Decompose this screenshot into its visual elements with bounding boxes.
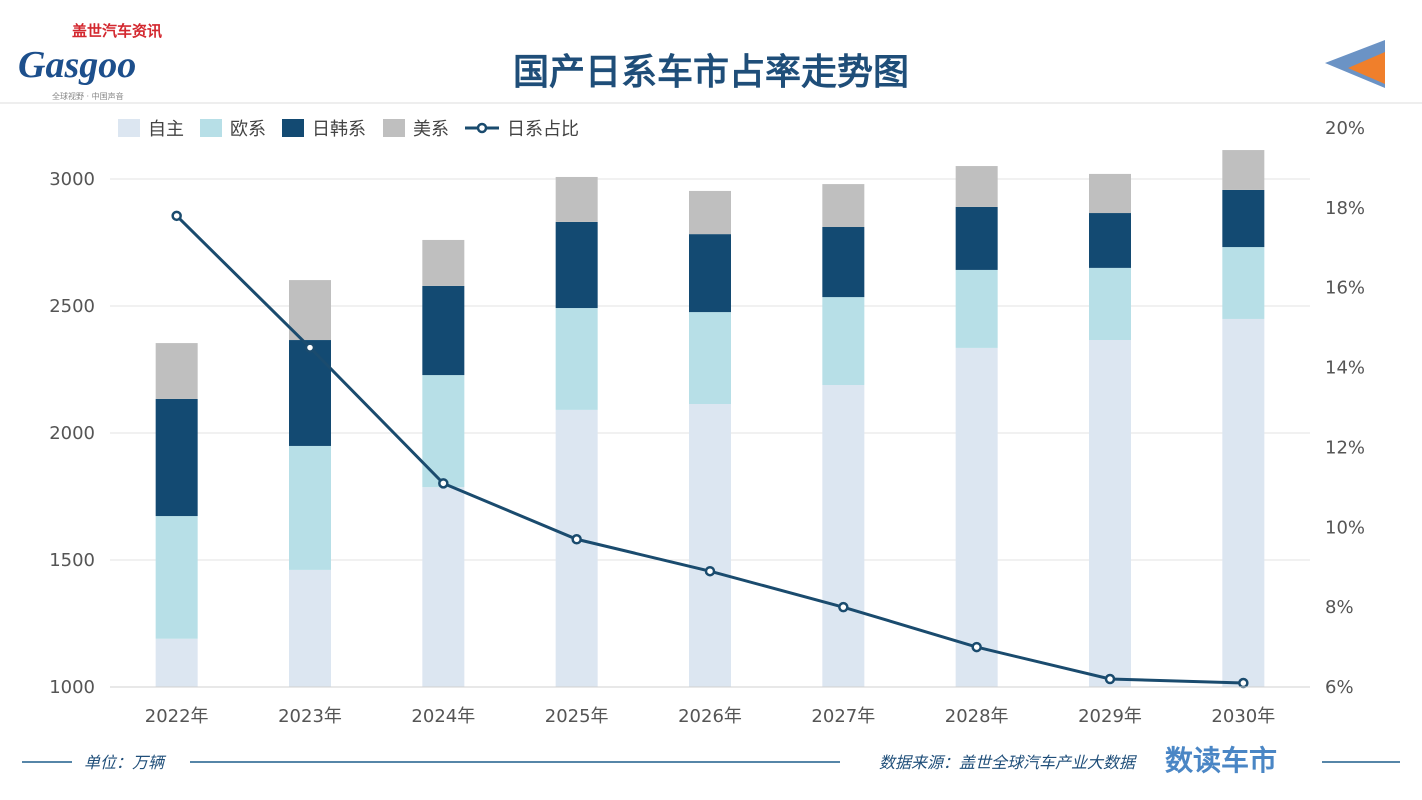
- share-line: [171, 210, 1249, 689]
- bar-美系-2025年: [555, 176, 598, 222]
- bar-自主-2023年: [289, 569, 331, 687]
- x-tick-label: 2025年: [545, 706, 609, 727]
- bar-欧系-2025年: [555, 308, 598, 410]
- legend-swatch: [118, 119, 140, 137]
- bar-美系-2030年: [1222, 150, 1265, 190]
- bar-自主-2028年: [955, 347, 998, 687]
- share-point: [704, 565, 716, 577]
- x-tick-label: 2028年: [945, 706, 1009, 727]
- brand-label: 数读车市: [1165, 744, 1277, 777]
- bar-欧系-2023年: [289, 445, 331, 570]
- y2-tick-label: 14%: [1325, 358, 1365, 379]
- legend-label: 自主: [148, 119, 184, 140]
- bar-美系-2028年: [955, 166, 998, 207]
- share-point: [438, 478, 449, 489]
- bar-欧系-2030年: [1222, 247, 1265, 319]
- bar-日韩系-2027年: [822, 227, 865, 298]
- bar-日韩系-2025年: [555, 221, 598, 309]
- legend-swatch: [282, 119, 304, 137]
- x-tick-label: 2022年: [145, 706, 209, 727]
- bar-日韩系-2023年: [289, 340, 331, 446]
- source-label: 数据来源：盖世全球汽车产业大数据: [879, 753, 1137, 772]
- legend: 自主 欧系 日韩系 美系 日系占比: [118, 119, 579, 140]
- corner-arrow-icon: [1325, 40, 1385, 88]
- share-point: [838, 601, 849, 613]
- x-tick-label: 2027年: [811, 706, 875, 727]
- unit-label: 单位：万辆: [84, 753, 167, 772]
- bar-美系-2023年: [289, 280, 331, 341]
- bar-自主-2022年: [155, 638, 198, 687]
- bar-欧系-2027年: [822, 297, 865, 385]
- bar-自主-2030年: [1222, 318, 1265, 687]
- bar-美系-2027年: [822, 184, 865, 228]
- bar-欧系-2028年: [955, 269, 998, 348]
- x-tick-label: 2029年: [1078, 706, 1142, 727]
- y2-tick-label: 8%: [1325, 597, 1354, 618]
- bar-美系-2026年: [689, 190, 731, 235]
- logo: 盖世汽车资讯 Gasgoo 全球视野 · 中国声音: [18, 22, 162, 101]
- legend-swatch: [383, 119, 405, 137]
- x-tick-label: 2030年: [1211, 706, 1275, 727]
- bar-日韩系-2026年: [689, 234, 731, 313]
- bar-日韩系-2029年: [1089, 213, 1131, 268]
- logo-cn: 盖世汽车资讯: [72, 22, 162, 40]
- logo-tagline: 全球视野 · 中国声音: [52, 91, 124, 101]
- y-tick-label: 1000: [49, 677, 95, 698]
- bar-美系-2022年: [155, 343, 198, 399]
- y2-tick-label: 12%: [1325, 437, 1365, 458]
- bar-自主-2027年: [822, 384, 865, 687]
- legend-line-marker: [476, 122, 488, 134]
- bar-自主-2024年: [422, 487, 465, 687]
- page-title: 国产日系车市占率走势图: [513, 52, 909, 93]
- y-tick-label: 2500: [49, 296, 95, 317]
- bar-日韩系-2024年: [422, 285, 465, 376]
- legend-swatch: [200, 119, 222, 137]
- y2-tick-label: 10%: [1325, 517, 1365, 538]
- bar-日韩系-2028年: [955, 206, 998, 270]
- legend-label: 日系占比: [507, 119, 579, 140]
- axes: 1000 1500 2000 2500 3000 6% 8% 10% 12% 14% 16% 18% 2…: [49, 118, 1365, 727]
- y2-tick-label: 6%: [1325, 677, 1354, 698]
- y-tick-label: 3000: [49, 169, 95, 190]
- bar-欧系-2022年: [155, 516, 198, 639]
- x-tick-label: 2026年: [678, 706, 742, 727]
- y2-tick-label: 18%: [1325, 198, 1365, 219]
- logo-text: Gasgoo: [18, 44, 136, 86]
- bar-日韩系-2022年: [155, 398, 198, 517]
- legend-label: 日韩系: [312, 119, 366, 140]
- share-point: [571, 534, 582, 545]
- bar-自主-2029年: [1089, 340, 1131, 687]
- bar-欧系-2026年: [689, 312, 731, 405]
- share-point: [1238, 677, 1249, 689]
- y-tick-label: 2000: [49, 423, 95, 444]
- legend-label: 欧系: [230, 119, 266, 140]
- bar-自主-2025年: [555, 409, 598, 687]
- bar-欧系-2029年: [1089, 267, 1131, 341]
- y2-tick-label: 16%: [1325, 278, 1365, 299]
- bar-日韩系-2030年: [1222, 189, 1265, 248]
- y2-tick-label: 20%: [1325, 118, 1365, 139]
- bar-美系-2029年: [1089, 173, 1131, 214]
- bar-自主-2026年: [689, 404, 731, 687]
- x-tick-label: 2024年: [411, 706, 475, 727]
- share-point: [304, 342, 316, 353]
- share-point: [1104, 673, 1116, 685]
- legend-label: 美系: [413, 119, 449, 140]
- bars: [155, 150, 1265, 687]
- share-point: [971, 641, 982, 653]
- bar-美系-2024年: [422, 239, 465, 286]
- share-point: [171, 210, 182, 222]
- x-tick-label: 2023年: [278, 706, 342, 727]
- y-tick-label: 1500: [49, 550, 95, 571]
